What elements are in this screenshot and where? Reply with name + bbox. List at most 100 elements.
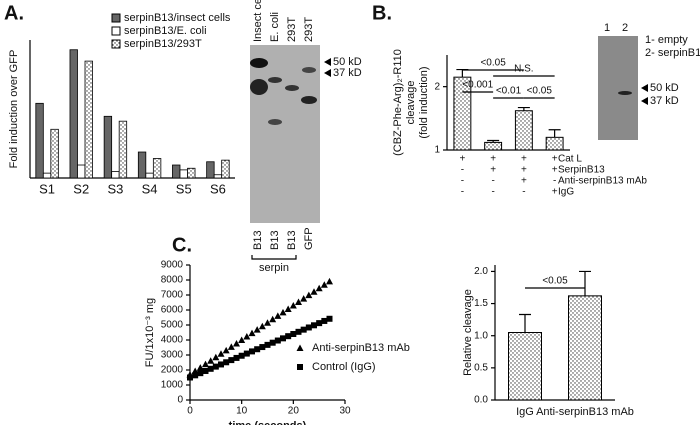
condition-sign: - (461, 176, 464, 187)
point (326, 277, 333, 285)
point (253, 326, 261, 333)
point (305, 324, 312, 331)
condition-label: Anti-serpinB13 mAb (558, 176, 647, 187)
point (326, 315, 333, 322)
point (295, 328, 302, 335)
marker-label: 50 kD (333, 56, 362, 68)
lane-label: 2 (622, 22, 628, 34)
significance: <0.001 (462, 80, 493, 91)
condition-sign: - (491, 176, 494, 187)
y-tick-label: 2.0 (474, 266, 488, 277)
y-axis-label: Relative cleavage (462, 289, 474, 376)
point (238, 352, 245, 359)
point (289, 302, 297, 309)
error-bar (579, 270, 591, 296)
bar (77, 164, 86, 179)
marker-label: 37 kD (650, 95, 679, 107)
condition-label: IgG (558, 187, 574, 198)
point (207, 365, 214, 372)
blot-legend: 1- empty (645, 34, 688, 46)
point (196, 364, 204, 371)
error-bar (456, 68, 469, 78)
point (320, 281, 328, 288)
point (284, 305, 292, 312)
x-tick-label: S2 (73, 181, 89, 196)
point (254, 346, 261, 353)
condition-sign: - (491, 187, 494, 198)
condition-sign: + (552, 165, 558, 176)
condition-sign: + (490, 165, 496, 176)
point (212, 353, 220, 361)
x-tick-label: S1 (39, 181, 55, 196)
point (223, 359, 230, 366)
bar (137, 151, 147, 179)
point (218, 361, 224, 368)
panel-label: C. (172, 234, 192, 256)
point (202, 367, 209, 374)
bar (221, 159, 230, 179)
blot-legend: 2- serpinB13 (645, 47, 700, 59)
y-axis-label: (CBZ-Phe-Arg)₂-R110 (392, 49, 404, 156)
point (321, 317, 328, 324)
error-bar (519, 313, 531, 333)
panel-label: B. (372, 2, 392, 24)
point (274, 337, 281, 344)
point (248, 329, 256, 337)
lane-label: Insect cells (252, 0, 264, 42)
error-bar (548, 129, 561, 138)
y-tick-label: 0.0 (474, 395, 488, 406)
lane-label: E. coli (269, 12, 281, 42)
legend-label: serpinB13/E. coli (124, 25, 207, 37)
x-tick-label: S4 (142, 181, 158, 196)
point (296, 344, 304, 351)
y-tick-label: 2000 (161, 365, 184, 376)
condition-sign: + (521, 165, 527, 176)
point (212, 363, 219, 370)
point (207, 357, 215, 364)
blot-a: Insect cells E. coli 293T 293T B13 B13 B… (250, 0, 362, 274)
legend-label: Control (IgG) (312, 361, 376, 373)
point (243, 333, 251, 340)
point (295, 298, 302, 306)
bar (187, 167, 196, 179)
point (243, 350, 250, 357)
y-tick-label: 8000 (161, 275, 184, 286)
significance: <0.05 (542, 276, 568, 287)
bar (103, 115, 113, 179)
point (233, 354, 240, 361)
significance: N.S. (514, 64, 533, 75)
bar (545, 136, 564, 151)
point (233, 339, 240, 347)
point (264, 319, 271, 326)
point (192, 372, 199, 379)
y-tick-label: 1.5 (474, 298, 488, 309)
legend-label: serpinB13/293T (124, 38, 202, 50)
error-bar (487, 139, 500, 143)
bar (484, 141, 503, 151)
significance: <0.05 (480, 58, 506, 69)
bar (118, 120, 128, 179)
condition-sign: + (521, 176, 527, 187)
condition-sign: - (461, 165, 464, 176)
x-tick-label: S5 (176, 181, 192, 196)
x-tick-label: S3 (107, 181, 123, 196)
bar (568, 295, 602, 401)
bar (206, 161, 215, 179)
bar (213, 174, 223, 179)
legend-label: Anti-serpinB13 mAb (312, 342, 410, 354)
condition-label: Cat L (558, 154, 582, 165)
lane-label: B13 (252, 230, 264, 250)
y-tick-label: 4000 (161, 335, 184, 346)
group-label: serpin (259, 262, 289, 274)
significance: <0.01 (496, 86, 522, 97)
x-tick-label: 20 (288, 406, 300, 417)
bar (152, 158, 162, 179)
point (305, 291, 313, 299)
x-tick-label: IgG (516, 406, 534, 418)
legend-swatch (111, 13, 121, 23)
y-tick-label: 0.5 (474, 362, 488, 373)
point (222, 346, 230, 354)
y-tick-label: 9000 (161, 260, 184, 271)
